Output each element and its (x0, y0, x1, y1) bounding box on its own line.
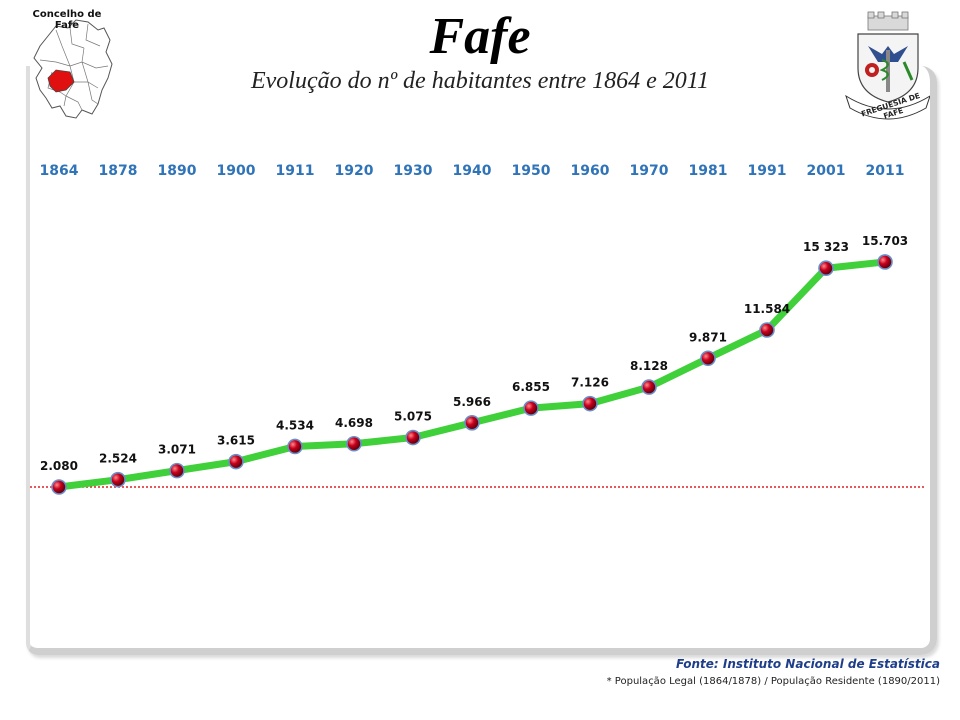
data-label: 3.071 (158, 443, 196, 457)
x-tick-label: 1864 (40, 163, 79, 179)
data-point (405, 429, 421, 446)
data-label: 7.126 (571, 376, 609, 390)
page-subtitle: Evolução do nº de habitantes entre 1864 … (250, 68, 709, 94)
data-label: 3.615 (217, 434, 255, 448)
data-label: 6.855 (512, 380, 550, 394)
x-tick-label: 1930 (394, 163, 433, 179)
data-point (523, 400, 539, 416)
population-note: * População Legal (1864/1878) / Populaçã… (606, 676, 940, 687)
data-point (641, 379, 657, 395)
map-label: Concelho de Fafe (32, 9, 102, 31)
data-label: 2.524 (99, 452, 137, 466)
x-tick-label: 1878 (99, 163, 138, 179)
concelho-map (33, 19, 113, 119)
data-point (346, 435, 362, 452)
data-point (877, 254, 893, 270)
x-tick-label: 2001 (807, 163, 846, 179)
data-point (228, 453, 244, 470)
data-point (700, 350, 716, 367)
data-point (818, 260, 834, 277)
x-tick-label: 1890 (158, 163, 197, 179)
data-point (169, 462, 185, 479)
data-label: 2.080 (40, 459, 78, 473)
x-tick-label: 1900 (217, 163, 256, 179)
data-point (464, 415, 480, 431)
data-point (582, 395, 598, 412)
data-label: 9.871 (689, 330, 727, 344)
x-tick-label: 1920 (335, 163, 374, 179)
source-citation: Fonte: Instituto Nacional de Estatística (675, 657, 940, 671)
x-tick-label: 2011 (866, 163, 905, 179)
data-label: 15.703 (862, 234, 908, 248)
x-tick-label: 1950 (512, 163, 551, 179)
data-label: 5.075 (394, 410, 432, 424)
data-label: 5.966 (453, 395, 491, 409)
page-title: Fafe (429, 8, 531, 65)
data-label: 11.584 (744, 302, 790, 316)
data-label: 4.698 (335, 416, 373, 430)
x-tick-label: 1991 (748, 163, 787, 179)
x-tick-label: 1940 (453, 163, 492, 179)
x-tick-label: 1960 (571, 163, 610, 179)
data-point (759, 322, 775, 338)
data-label: 8.128 (630, 359, 668, 373)
x-tick-label: 1970 (630, 163, 669, 179)
data-point (110, 471, 126, 488)
data-point (51, 479, 67, 495)
x-tick-label: 1981 (689, 163, 728, 179)
data-point (287, 438, 303, 455)
coat-of-arms-icon (845, 11, 931, 120)
chart-frame (26, 66, 937, 655)
data-label: 4.534 (276, 418, 314, 432)
data-label: 15 323 (803, 240, 849, 254)
x-tick-label: 1911 (276, 163, 315, 179)
